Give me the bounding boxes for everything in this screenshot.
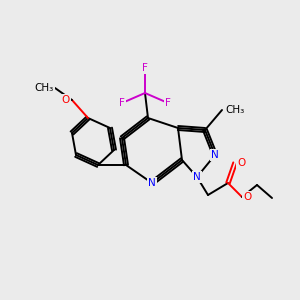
Text: F: F <box>165 98 171 108</box>
Text: F: F <box>119 98 125 108</box>
Text: O: O <box>62 95 70 105</box>
Text: N: N <box>193 172 201 182</box>
Text: N: N <box>211 150 219 160</box>
Text: CH₃: CH₃ <box>35 83 54 93</box>
Text: O: O <box>237 158 245 168</box>
Text: N: N <box>148 178 156 188</box>
Text: F: F <box>142 63 148 73</box>
Text: O: O <box>243 192 251 202</box>
Text: CH₃: CH₃ <box>225 105 244 115</box>
